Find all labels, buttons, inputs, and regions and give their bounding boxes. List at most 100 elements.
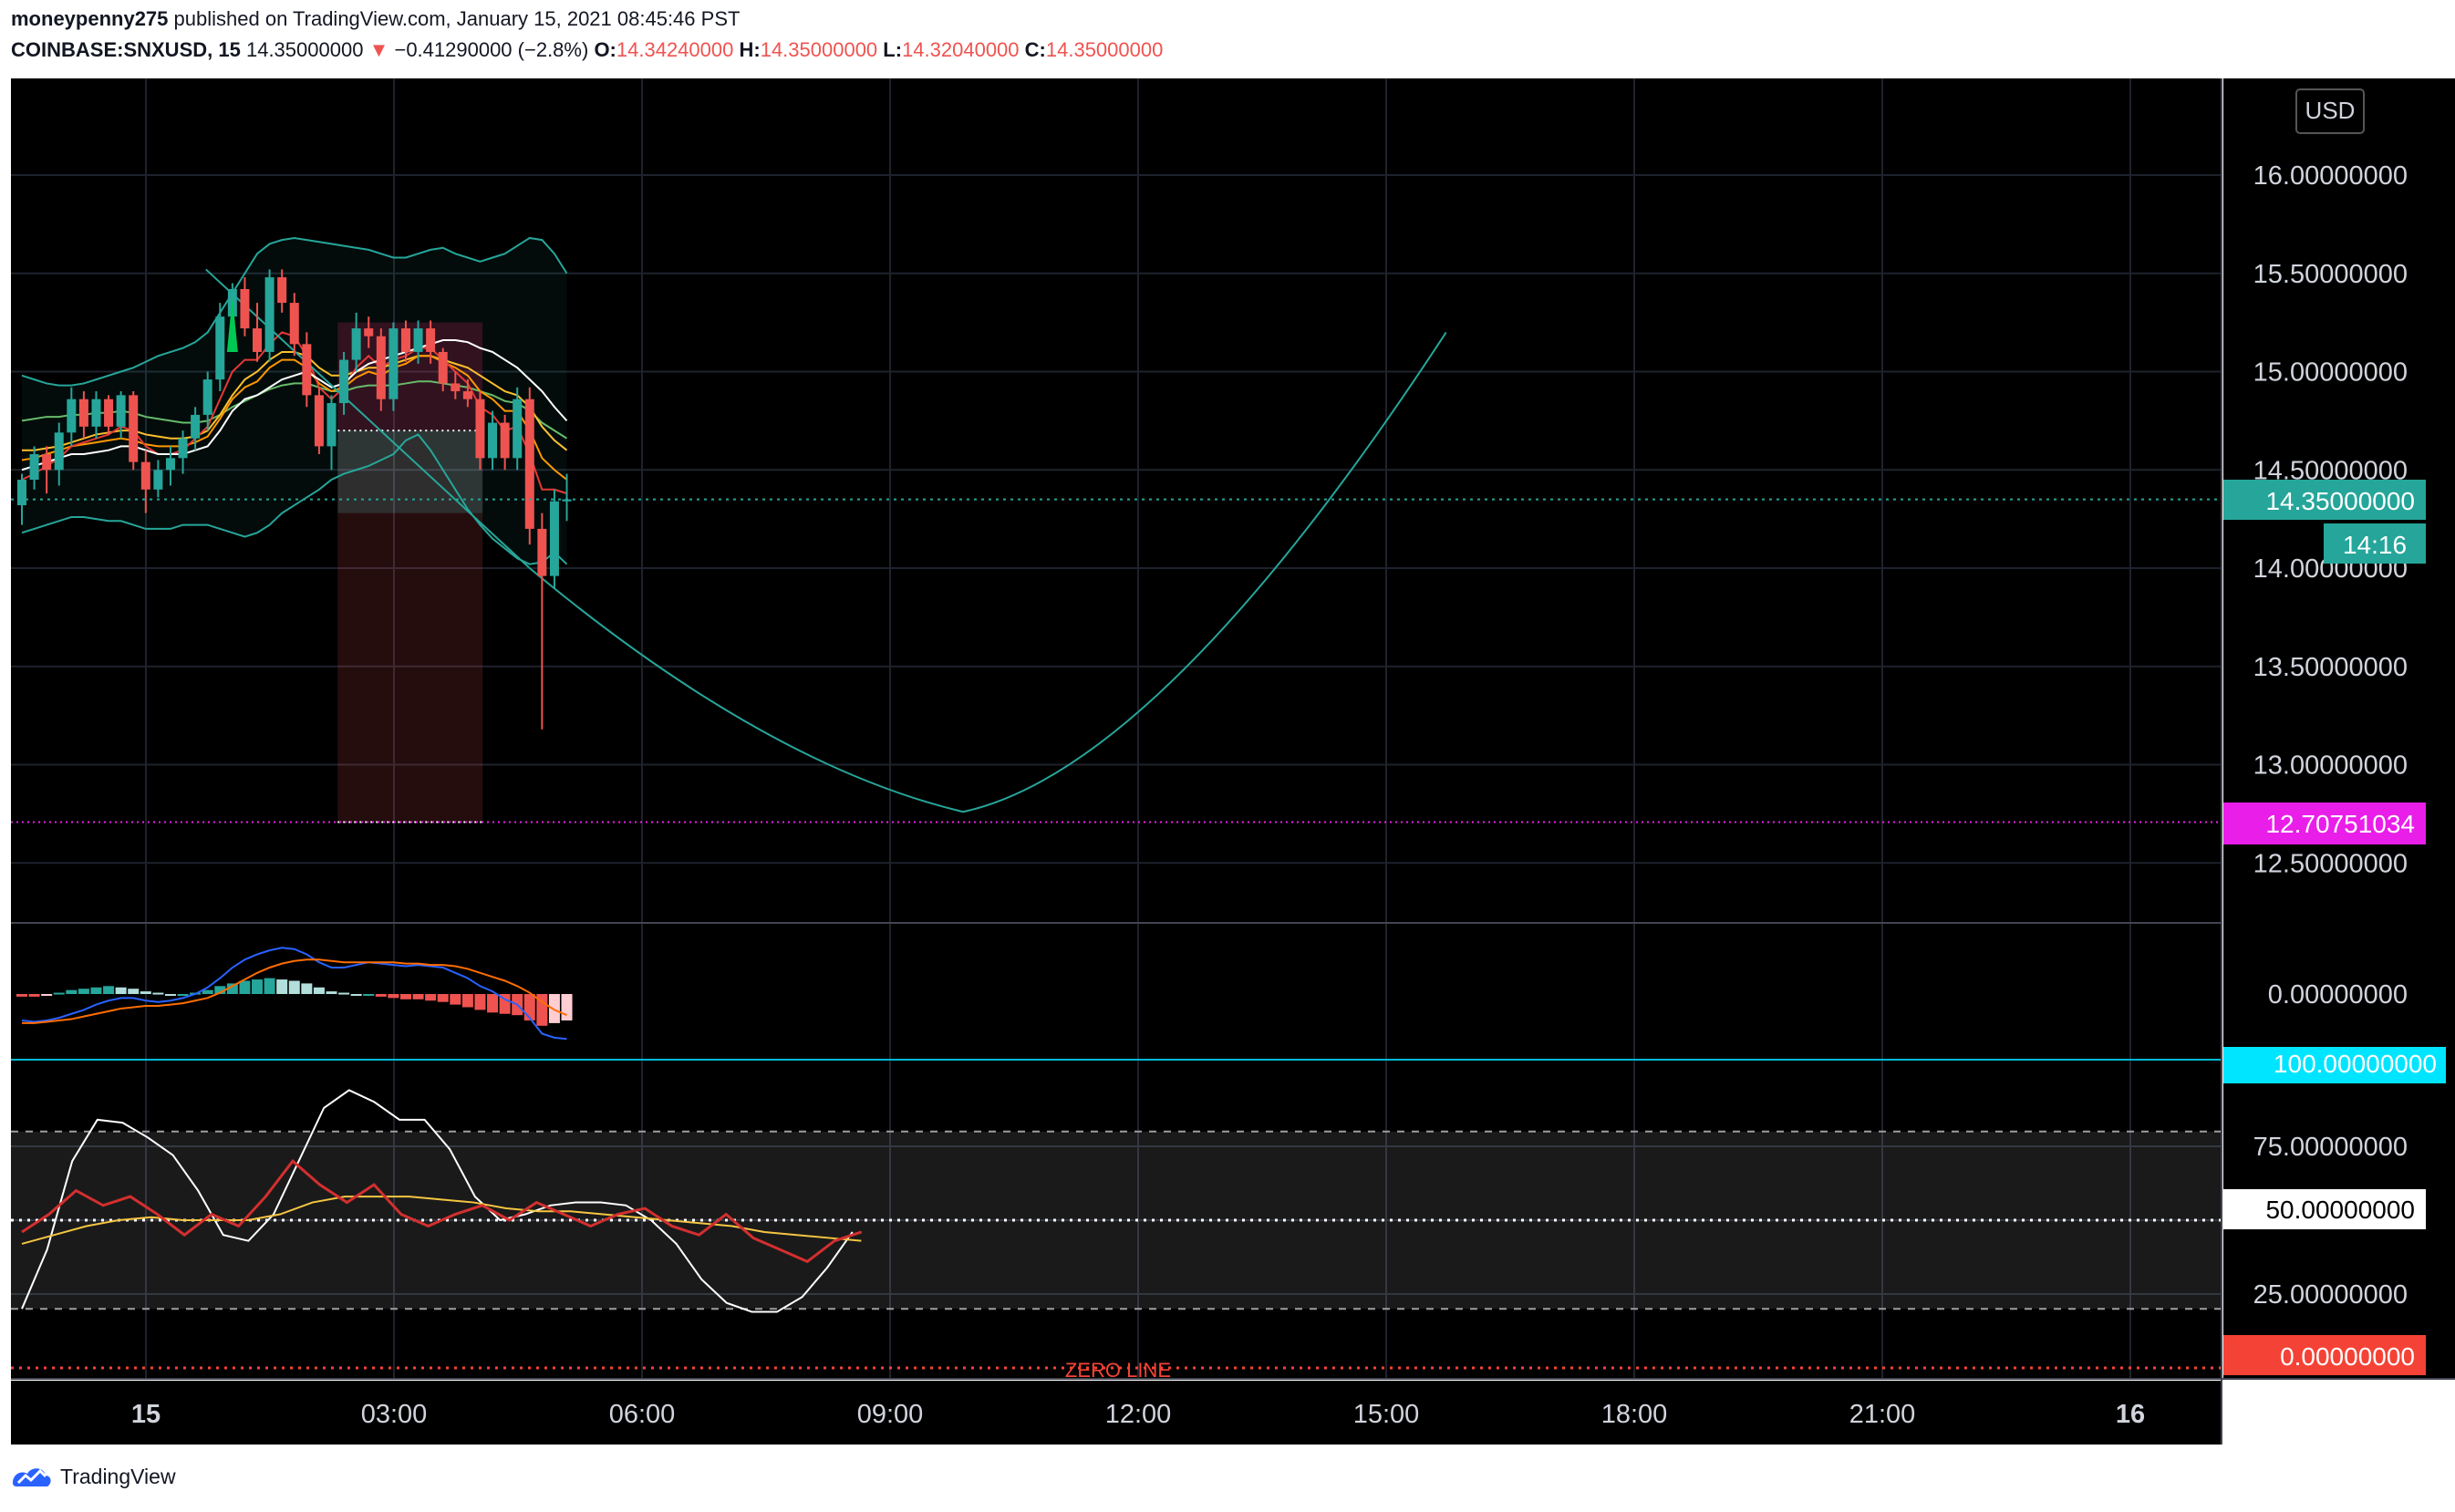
price-tick-label: 15.50000000 xyxy=(2253,260,2408,289)
upper-level-tag: 100.00000000 xyxy=(2274,1050,2437,1078)
position-zone xyxy=(337,322,483,823)
ohlc-legend: COINBASE:SNXUSD, 15 14.35000000 ▼ −0.412… xyxy=(11,38,1163,62)
candle xyxy=(54,422,64,486)
symbol-label[interactable]: COINBASE:SNXUSD, 15 xyxy=(11,38,241,61)
footer-brand[interactable]: TradingView xyxy=(11,1463,176,1490)
histogram-bar xyxy=(276,979,288,994)
histogram-bar xyxy=(561,994,573,1020)
histogram-bar xyxy=(461,994,473,1008)
candle xyxy=(475,391,485,471)
macd-line xyxy=(21,947,567,1041)
candle xyxy=(462,379,472,408)
candle-body xyxy=(129,395,139,462)
candle-body xyxy=(351,328,361,360)
candle xyxy=(400,320,410,362)
candle-body xyxy=(191,414,201,439)
histogram-bar xyxy=(66,989,78,994)
price-tick-label: 12.50000000 xyxy=(2253,849,2408,878)
candle xyxy=(339,351,349,415)
price-tags: 14.35000000 14:16 12.70751034 100.000000… xyxy=(2223,480,2446,1375)
candle-body xyxy=(451,383,461,392)
candle xyxy=(314,387,324,455)
candle-body xyxy=(264,277,275,352)
candle-body xyxy=(400,328,410,352)
price-axis-background xyxy=(2223,78,2455,1379)
oscillator-panel[interactable]: ZERO LINE xyxy=(11,1059,2222,1382)
oscillator-tick-label: 25.00000000 xyxy=(2253,1280,2408,1310)
candle xyxy=(376,328,386,411)
time-tick-label: 16 xyxy=(2116,1400,2145,1429)
histogram-bar xyxy=(425,994,437,1001)
candle xyxy=(253,303,263,362)
time-tick-label: 21:00 xyxy=(1849,1400,1916,1429)
candle-body xyxy=(314,395,324,447)
time-tick-label: 18:00 xyxy=(1601,1400,1668,1429)
candle xyxy=(364,316,374,348)
close-label: C: xyxy=(1024,38,1046,61)
candle-body xyxy=(178,438,188,459)
histogram-bar xyxy=(152,992,164,995)
candle-body xyxy=(240,288,250,329)
candle-body xyxy=(488,422,498,459)
open-value: 14.34240000 xyxy=(616,38,734,61)
low-value: 14.32040000 xyxy=(902,38,1020,61)
ma-orange-line xyxy=(21,355,568,481)
time-tick-label: 15 xyxy=(131,1400,161,1429)
candle xyxy=(129,391,139,471)
candle-body xyxy=(426,328,436,352)
histogram-bar xyxy=(41,994,53,996)
price-tick-label: 15.00000000 xyxy=(2253,358,2408,388)
candle xyxy=(500,414,510,471)
chart-background xyxy=(11,78,2222,1379)
histogram-bar xyxy=(90,987,102,994)
candle-body xyxy=(29,454,39,481)
histogram-bar xyxy=(16,994,27,997)
time-tick-label: 15:00 xyxy=(1353,1400,1420,1429)
buy-arrow-icon xyxy=(226,296,238,352)
candle-body xyxy=(562,499,572,502)
currency-button[interactable]: USD xyxy=(2295,88,2365,134)
candle xyxy=(438,347,448,392)
price-change: −0.41290000 (−2.8%) xyxy=(394,38,589,61)
candle xyxy=(413,320,423,364)
histogram-bar xyxy=(252,979,264,994)
oscillator-tick-label: 75.00000000 xyxy=(2253,1133,2408,1162)
candle xyxy=(29,446,39,490)
candle xyxy=(264,269,275,362)
candle-body xyxy=(364,328,374,337)
histogram-bar xyxy=(399,994,411,999)
macd-panel[interactable] xyxy=(16,947,573,1041)
countdown-tag: 14:16 xyxy=(2343,531,2407,559)
candle-body xyxy=(67,399,77,433)
histogram-bar xyxy=(536,994,548,1026)
oscillator-band-fill xyxy=(11,1131,2222,1310)
author-name[interactable]: moneypenny275 xyxy=(11,7,169,30)
histogram-bar xyxy=(140,991,151,994)
candle-body xyxy=(413,328,423,352)
target-price-tag: 12.70751034 xyxy=(2265,810,2415,838)
candle xyxy=(202,371,212,431)
currency-label: USD xyxy=(2305,97,2356,124)
candle xyxy=(562,473,572,522)
zero-line-label: ZERO LINE xyxy=(1065,1359,1171,1382)
candle-body xyxy=(388,328,399,399)
histogram-bar xyxy=(548,994,560,1023)
candle xyxy=(289,293,299,357)
price-panel[interactable] xyxy=(11,236,2222,823)
candle xyxy=(524,387,534,545)
histogram-bar xyxy=(375,994,387,997)
open-label: O: xyxy=(594,38,616,61)
candle-body xyxy=(42,454,52,471)
candle-body xyxy=(140,461,150,490)
candle xyxy=(191,407,201,450)
histogram-bar xyxy=(412,994,424,999)
candle-body xyxy=(549,501,559,576)
histogram-bar xyxy=(53,992,65,995)
time-tick-label: 06:00 xyxy=(609,1400,676,1429)
histogram-bar xyxy=(450,994,461,1005)
candle xyxy=(388,322,399,411)
candle-body xyxy=(165,458,175,471)
candle-body xyxy=(153,470,163,490)
candle xyxy=(537,513,547,730)
